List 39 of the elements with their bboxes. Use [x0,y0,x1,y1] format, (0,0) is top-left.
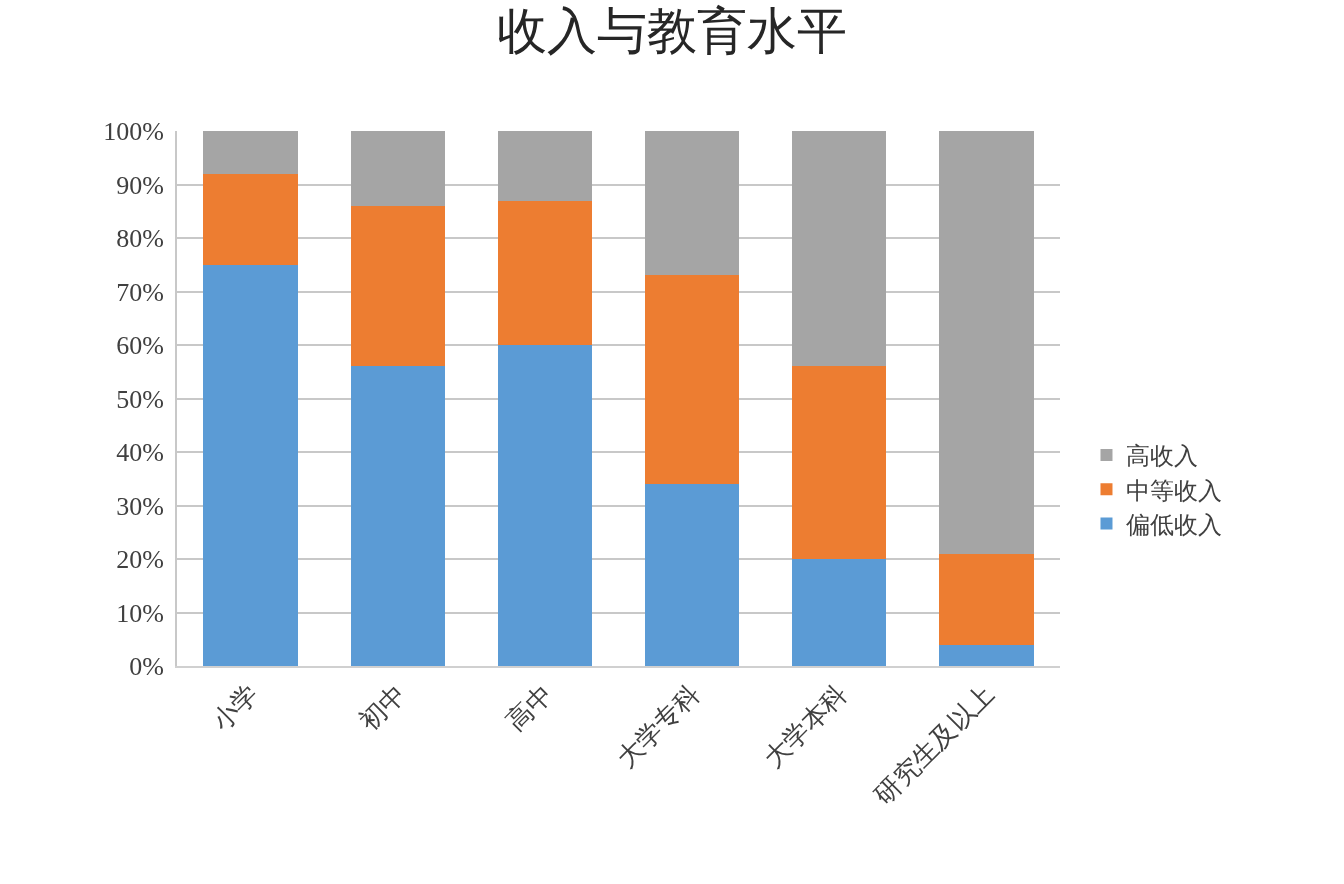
y-tick-label: 80% [116,224,164,254]
y-tick-label: 20% [116,545,164,575]
bar [939,644,1034,666]
y-tick-label: 100% [103,117,164,147]
x-tick-label: 大学专科 [611,679,706,774]
bar [350,131,445,206]
bar [644,484,740,666]
bar [203,173,298,265]
x-tick-label: 高中 [501,679,559,737]
y-tick-label: 10% [116,598,164,628]
x-tick-label: 大学本科 [758,679,853,774]
bar [203,264,298,666]
bar [350,205,445,367]
bar [644,131,740,276]
legend-label: 偏低收入 [1126,511,1223,538]
x-tick-label: 研究生及以上 [869,679,1000,810]
legend-label: 高收入 [1126,443,1199,470]
bar [939,553,1034,645]
bar [792,131,887,367]
y-tick-label: 0% [129,652,164,682]
y-tick-label: 50% [116,384,164,414]
bar [497,345,593,666]
bar [497,200,593,345]
y-tick-label: 70% [116,277,164,307]
y-tick-label: 30% [116,491,164,521]
bar [497,131,593,201]
bar [203,131,298,174]
y-tick-label: 60% [116,331,164,361]
legend-label: 中等收入 [1126,477,1223,504]
bar [350,366,445,666]
chart-title: 收入与教育水平 [497,3,847,60]
y-tick-label: 90% [116,170,164,200]
bar [939,131,1034,554]
x-tick-label: 小学 [206,679,265,737]
bar [792,366,887,559]
bar [644,275,740,485]
y-tick-label: 40% [116,438,164,468]
bar [792,559,887,666]
x-tick-label: 初中 [353,679,412,737]
